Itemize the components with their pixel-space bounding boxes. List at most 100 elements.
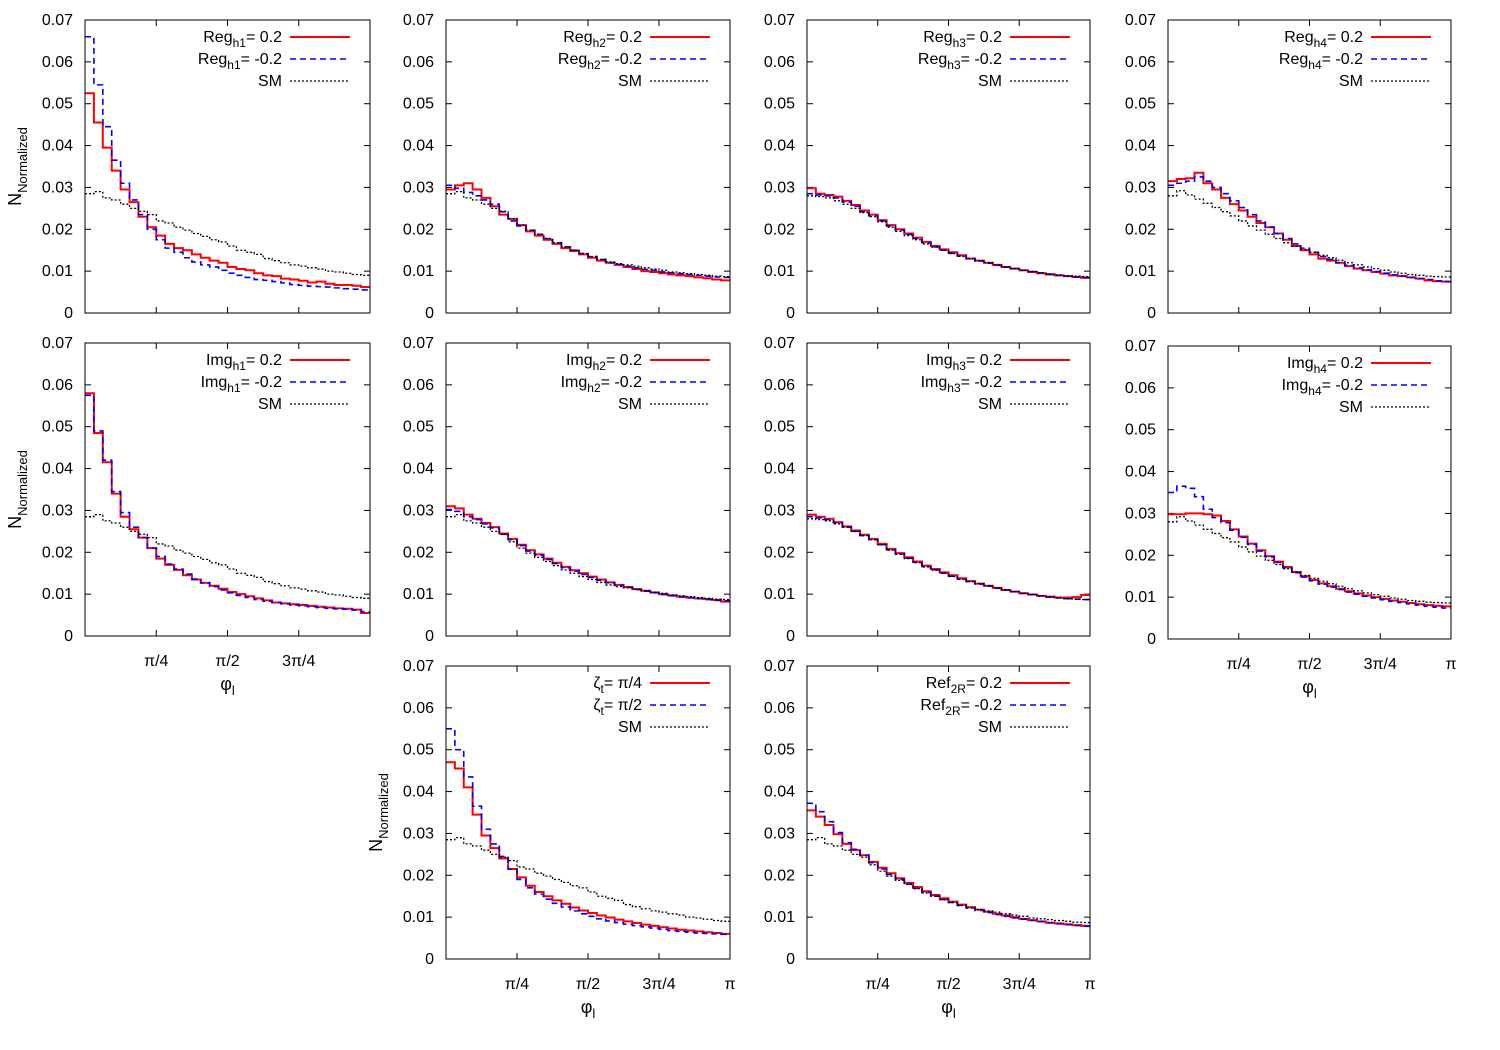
legend-label: Imgh1= -0.2 — [201, 374, 282, 395]
series-line-sm — [1168, 516, 1451, 604]
xtick-label: π/4 — [866, 976, 890, 993]
ytick-label: 0.05 — [403, 96, 434, 113]
ytick-label: 0.03 — [1125, 179, 1156, 196]
y-axis-label: NNormalized — [366, 773, 391, 852]
ytick-label: 0 — [1147, 305, 1156, 322]
series-line-red — [446, 761, 730, 935]
ytick-label: 0.03 — [1125, 505, 1156, 522]
series-line-blue — [807, 515, 1090, 601]
ytick-label: 0.02 — [403, 867, 434, 884]
panel-p10: 0 0.01 0.02 0.03 0.04 0.05 0.06 0.07 π/4 π/2 3π/4 π… — [764, 658, 1096, 1021]
ytick-label: 0.04 — [42, 461, 73, 478]
ytick-label: 0.07 — [1125, 338, 1156, 355]
x-axis-label: φl — [1302, 677, 1317, 701]
ytick-label: 0.04 — [1125, 138, 1156, 155]
legend-label: ζt= π/2 — [593, 697, 642, 718]
panel-p2: 0 0.01 0.02 0.03 0.04 0.05 0.06 0.07 Regh2= 0.2R… — [403, 12, 731, 322]
ytick-label: 0.02 — [764, 867, 795, 884]
ytick-label: 0.06 — [403, 377, 434, 394]
ytick-label: 0.07 — [403, 658, 434, 675]
ytick-label: 0.01 — [764, 263, 795, 280]
legend-label: Regh3= 0.2 — [923, 29, 1002, 50]
ytick-label: 0.07 — [764, 335, 795, 352]
ytick-label: 0.07 — [42, 12, 73, 29]
ytick-label: 0.03 — [764, 502, 795, 519]
series-line-red — [807, 513, 1090, 599]
ytick-label: 0.06 — [764, 700, 795, 717]
ytick-label: 0 — [425, 951, 434, 968]
ytick-label: 0.03 — [764, 825, 795, 842]
ytick-label: 0.06 — [42, 377, 73, 394]
legend-label: SM — [1339, 399, 1363, 416]
legend-label: Regh4= -0.2 — [1279, 51, 1363, 72]
ytick-label: 0.02 — [1125, 547, 1156, 564]
ytick-label: 0.02 — [1125, 221, 1156, 238]
panel-p3: 0 0.01 0.02 0.03 0.04 0.05 0.06 0.07 Regh3= 0.2R… — [764, 12, 1091, 322]
series-line-blue — [85, 394, 370, 613]
legend-label: Ref2R= -0.2 — [920, 697, 1002, 718]
ytick-label: 0.05 — [1125, 96, 1156, 113]
ytick-label: 0.02 — [42, 544, 73, 561]
plot-frame — [806, 19, 1091, 314]
series-line-red — [85, 392, 370, 614]
legend-label: Regh3= -0.2 — [918, 51, 1002, 72]
legend-label: Regh4= 0.2 — [1284, 29, 1363, 50]
ytick-label: 0.06 — [1125, 380, 1156, 397]
ytick-label: 0.05 — [42, 96, 73, 113]
series-line-sm — [446, 190, 730, 278]
ytick-label: 0.06 — [764, 377, 795, 394]
ytick-label: 0.01 — [764, 909, 795, 926]
panel-p9: 0 0.01 0.02 0.03 0.04 0.05 0.06 0.07 π/4 π/2 3π/4 π… — [366, 658, 736, 1021]
ytick-label: 0 — [64, 305, 73, 322]
legend-label: Imgh3= 0.2 — [926, 352, 1002, 373]
series-line-sm — [807, 836, 1090, 924]
legend-label: SM — [618, 73, 642, 90]
series-line-blue — [446, 508, 730, 602]
ytick-label: 0.05 — [764, 419, 795, 436]
ytick-label: 0.04 — [764, 138, 795, 155]
ytick-label: 0.07 — [764, 658, 795, 675]
plot-frame — [806, 665, 1091, 960]
ytick-label: 0.07 — [764, 12, 795, 29]
ytick-label: 0.04 — [764, 784, 795, 801]
ytick-label: 0.01 — [1125, 263, 1156, 280]
xtick-label: π/4 — [144, 653, 168, 670]
plot-frame — [445, 19, 731, 314]
legend-label: SM — [978, 396, 1002, 413]
ytick-label: 0.06 — [42, 54, 73, 71]
series-line-sm — [446, 513, 730, 601]
ytick-label: 0.06 — [1125, 54, 1156, 71]
ytick-label: 0.01 — [42, 263, 73, 280]
legend-label: Imgh4= -0.2 — [1282, 377, 1363, 398]
series-line-blue — [807, 192, 1090, 279]
ytick-label: 0.03 — [764, 179, 795, 196]
panel-p7: 0 0.01 0.02 0.03 0.04 0.05 0.06 0.07 Imgh3= 0.2I… — [764, 335, 1091, 645]
series-line-sm — [1168, 190, 1451, 278]
ytick-label: 0.01 — [764, 586, 795, 603]
ytick-label: 0 — [786, 305, 795, 322]
panel-p4: 0 0.01 0.02 0.03 0.04 0.05 0.06 0.07 Regh4= 0.2R… — [1125, 12, 1452, 322]
xtick-label: π/4 — [505, 976, 529, 993]
series-line-red — [446, 182, 730, 282]
ytick-label: 0.03 — [403, 179, 434, 196]
y-axis-label: NNormalized — [5, 450, 30, 529]
series-line-red — [1168, 512, 1451, 608]
series-line-sm — [85, 190, 370, 276]
series-line-red — [1168, 171, 1451, 283]
ytick-label: 0.03 — [403, 825, 434, 842]
ytick-label: 0.03 — [42, 179, 73, 196]
xtick-label: π/4 — [1227, 656, 1251, 673]
ytick-label: 0 — [64, 628, 73, 645]
legend-label: Imgh2= -0.2 — [561, 374, 642, 395]
ytick-label: 0.02 — [764, 221, 795, 238]
ytick-label: 0 — [786, 951, 795, 968]
ytick-label: 0.07 — [403, 335, 434, 352]
legend-label: Regh2= -0.2 — [558, 51, 642, 72]
xtick-label: 3π/4 — [642, 976, 675, 993]
xtick-label: 3π/4 — [282, 653, 315, 670]
xtick-label: π/2 — [576, 976, 600, 993]
series-line-blue — [446, 727, 730, 936]
ytick-label: 0.07 — [1125, 12, 1156, 29]
xtick-label: 3π/4 — [1003, 976, 1036, 993]
ytick-label: 0.05 — [764, 742, 795, 759]
